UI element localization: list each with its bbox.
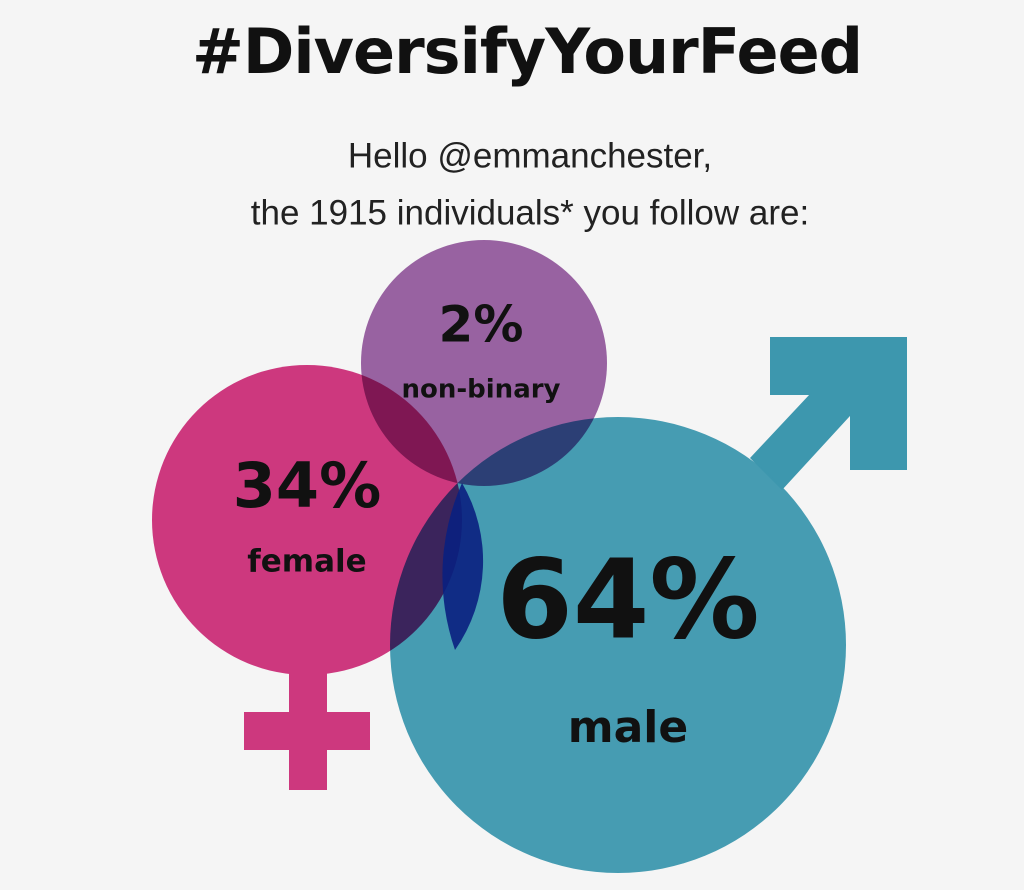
male-circle bbox=[390, 417, 846, 873]
non-binary-circle bbox=[361, 240, 607, 486]
male-arrow-head bbox=[770, 337, 907, 470]
male-value: 64% bbox=[496, 535, 759, 663]
male-label: male bbox=[568, 702, 688, 753]
subtitle: the 1915 individuals* you follow are: bbox=[251, 193, 809, 232]
male-symbol bbox=[390, 337, 907, 873]
female-value: 34% bbox=[233, 449, 381, 522]
non-binary-value: 2% bbox=[439, 296, 524, 354]
overlap bbox=[442, 483, 484, 650]
title: #DiversifyYourFeed bbox=[192, 15, 862, 88]
female-label: female bbox=[247, 544, 366, 580]
female-circle bbox=[152, 365, 462, 675]
non-binary-label: non-binary bbox=[401, 375, 560, 405]
female-crossbar bbox=[244, 712, 370, 750]
greeting: Hello @emmanchester, bbox=[348, 136, 712, 175]
female-symbol bbox=[152, 365, 462, 790]
